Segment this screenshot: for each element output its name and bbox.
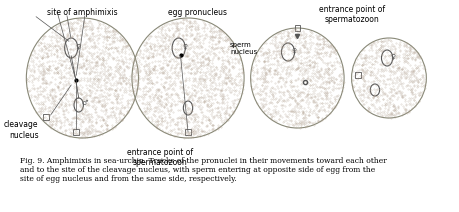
Text: sperm
nucleus: sperm nucleus: [230, 42, 257, 55]
Text: ♂: ♂: [82, 100, 88, 106]
Text: ♀: ♀: [292, 47, 297, 53]
Text: ♀: ♀: [75, 43, 80, 49]
Bar: [295, 25, 300, 31]
Text: ♀: ♀: [182, 43, 188, 49]
Text: site of amphimixis: site of amphimixis: [47, 8, 118, 17]
Text: ♀: ♀: [390, 53, 395, 59]
Bar: [355, 72, 361, 78]
Text: entrance point of
spermatozoon: entrance point of spermatozoon: [127, 148, 193, 167]
Bar: [43, 114, 49, 120]
Text: cleavage
nucleus: cleavage nucleus: [4, 120, 39, 140]
Text: egg pronucleus: egg pronucleus: [168, 8, 227, 17]
Bar: [185, 129, 191, 135]
Text: entrance point of
spermatozoon: entrance point of spermatozoon: [319, 5, 385, 24]
Bar: [73, 129, 78, 135]
Text: Fig. 9. Amphimixis in sea-urchin. Tracks of the pronuclei in their movements tow: Fig. 9. Amphimixis in sea-urchin. Tracks…: [20, 157, 386, 183]
